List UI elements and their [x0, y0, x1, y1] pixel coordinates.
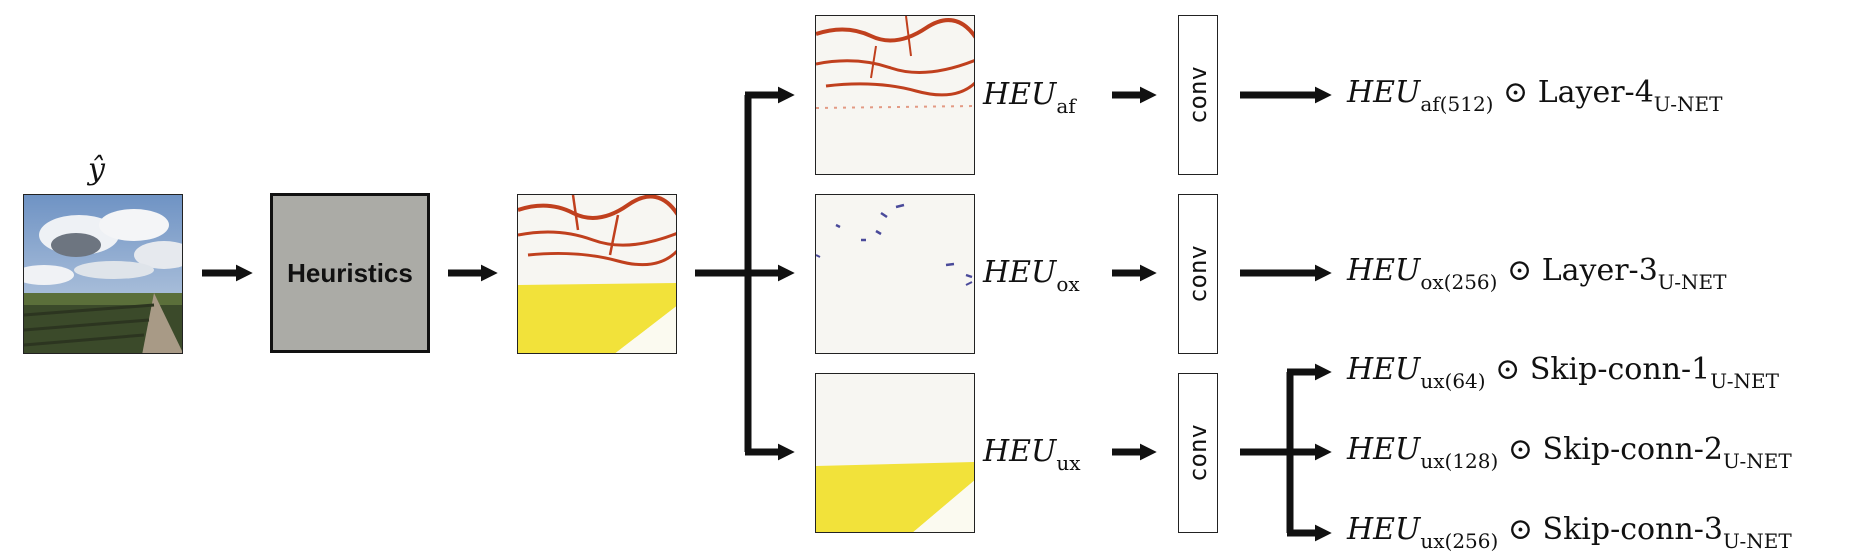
- branch-label-ux: HEUux: [983, 434, 1081, 475]
- input-image: [23, 194, 183, 354]
- output-skip-conn-2: HEUux(128) ⊙ Skip-conn-2U-NET: [1347, 432, 1792, 473]
- ux-map: [815, 373, 975, 533]
- conv-box-af: conv: [1178, 15, 1218, 175]
- arrow-split: [695, 95, 752, 452]
- combined-heuristic-map: [517, 194, 677, 354]
- input-label: ŷ: [88, 152, 105, 187]
- conv-box-ox: conv: [1178, 194, 1218, 354]
- output-layer-4: HEUaf(512) ⊙ Layer-4U-NET: [1347, 75, 1723, 116]
- branch-label-af: HEUaf: [983, 77, 1076, 118]
- output-layer-3: HEUox(256) ⊙ Layer-3U-NET: [1347, 253, 1727, 294]
- af-map: [815, 15, 975, 175]
- ox-map: [815, 194, 975, 354]
- branch-label-ox: HEUox: [983, 255, 1080, 296]
- heuristics-box: Heuristics: [270, 193, 430, 353]
- output-skip-conn-3: HEUux(256) ⊙ Skip-conn-3U-NET: [1347, 512, 1792, 553]
- conv-box-ux: conv: [1178, 373, 1218, 533]
- landscape-photo: [24, 195, 182, 353]
- output-skip-conn-1: HEUux(64) ⊙ Skip-conn-1U-NET: [1347, 352, 1779, 393]
